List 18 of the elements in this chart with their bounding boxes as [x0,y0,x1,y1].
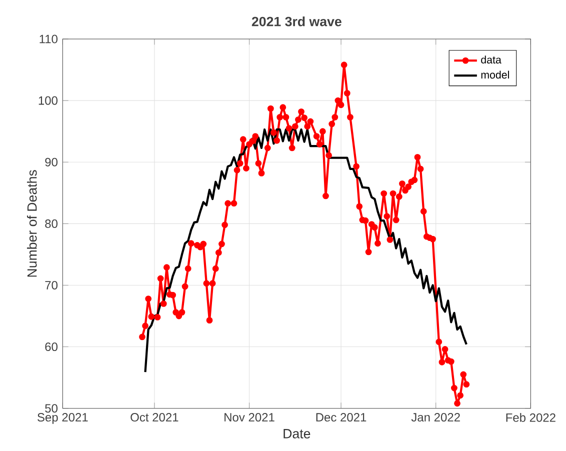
x-tick-label: Jan 2022 [411,413,460,422]
chart-title: 2021 3rd wave [252,16,342,26]
x-axis-title: Date [284,429,310,438]
y-tick-label: 90 [45,158,58,166]
y-tick-label: 50 [45,404,58,413]
y-axis-title: Number of Deaths [26,170,37,277]
y-tick-label: 60 [45,342,58,352]
x-tick-label: Sep 2021 [38,413,88,424]
x-tick-label: Nov 2021 [224,413,274,422]
x-tick-label: Oct 2021 [130,413,178,422]
y-tick-label: 100 [38,96,58,105]
y-tick-label: 110 [40,34,58,44]
x-tick-label: Feb 2022 [506,413,556,422]
y-tick-label: 80 [45,219,58,228]
legend-label: data [481,56,502,64]
y-tick-label: 70 [45,280,58,290]
legend-label: model [481,70,509,79]
x-tick-label: Dec 2021 [316,413,366,422]
